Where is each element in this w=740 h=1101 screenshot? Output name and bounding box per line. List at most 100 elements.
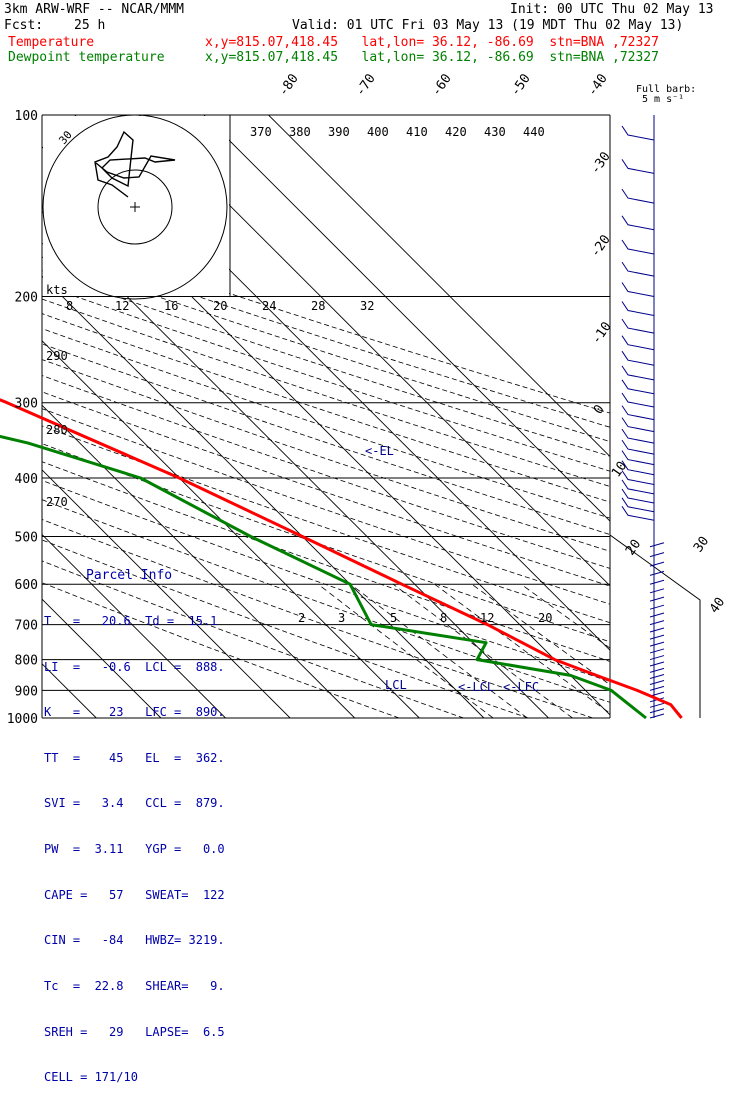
dry-adiabat-label: 290 (46, 349, 68, 363)
pressure-label-100: 100 (15, 109, 38, 124)
wind-barb (622, 240, 654, 254)
wind-barb-low (650, 642, 664, 646)
mixing-ratio-line (521, 584, 708, 718)
mixing-ratio-label: 3 (338, 611, 345, 625)
wind-barb (622, 351, 654, 365)
wind-barb (622, 283, 654, 297)
wind-barb-low (650, 709, 664, 713)
mixing-ratio-line (351, 584, 528, 718)
pressure-label-600: 600 (15, 578, 38, 593)
mixing-ratio-label: 20 (538, 611, 552, 625)
wind-barb (622, 159, 654, 173)
wind-barb-low (650, 597, 664, 601)
wind-barb-low (650, 553, 664, 557)
isotherm (139, 115, 740, 718)
lower-right-boundary (610, 535, 700, 718)
wind-barb-low (650, 675, 664, 679)
isotherm (269, 115, 740, 718)
wind-barb (622, 471, 654, 485)
wind-barb-low (650, 635, 664, 639)
isotherm-label: 40 (707, 595, 728, 616)
valid-time: Valid: 01 UTC Fri 03 May 13 (19 MDT Thu … (292, 18, 683, 33)
theta-label: 380 (289, 125, 311, 139)
isotherm-label: 30 (691, 534, 712, 555)
level-marker: <-LCL (458, 680, 494, 694)
wind-barb (622, 406, 654, 420)
pressure-label-300: 300 (15, 397, 38, 412)
wind-barb-low (650, 580, 664, 584)
mixing-ratio-label: 5 (390, 611, 397, 625)
forecast-hours: 25 h (74, 18, 105, 33)
barb-legend-units: 5 m s⁻¹ (642, 95, 684, 105)
isotherm-label: 10 (609, 459, 630, 480)
pressure-label-500: 500 (15, 530, 38, 545)
forecast-label: Fcst: (4, 18, 43, 33)
parcel-row-cape: CAPE = 57 SWEAT= 122 (44, 888, 214, 903)
temperature-location: x,y=815.07,418.45 lat,lon= 36.12, -86.69… (205, 35, 659, 50)
isotherm-label: -80 (276, 71, 302, 99)
wind-barb-low (650, 686, 664, 690)
wind-barbs (622, 115, 664, 718)
hodograph-speed-label: 16 (164, 299, 178, 313)
wind-barb-low (650, 589, 664, 593)
theta-label: 390 (328, 125, 350, 139)
parcel-row-tc: Tc = 22.8 SHEAR= 9. (44, 979, 214, 994)
mixing-ratio-label: 12 (480, 611, 494, 625)
parcel-row-svi: SVI = 3.4 CCL = 879. (44, 796, 214, 811)
isotherm-label: 20 (623, 537, 644, 558)
pressure-label-700: 700 (15, 619, 38, 634)
wind-barb-low (650, 714, 664, 718)
parcel-row-cell: CELL = 171/10 (44, 1070, 214, 1085)
theta-label: 400 (367, 125, 389, 139)
isotherm-label: 0 (591, 402, 608, 417)
wind-barb-low (650, 628, 664, 632)
init-time: Init: 00 UTC Thu 02 May 13 (510, 2, 714, 17)
dry-adiabat-label: 280 (46, 423, 68, 437)
temperature-legend: Temperature (8, 35, 94, 50)
pressure-label-800: 800 (15, 654, 38, 669)
wind-barb-low (650, 668, 664, 672)
isotherm-label: -40 (585, 71, 611, 99)
wind-barb (622, 480, 654, 494)
wind-barb-low (650, 649, 664, 653)
isotherm-label: -10 (589, 319, 615, 347)
hodograph-speed-label: 8 (66, 299, 73, 313)
mixing-ratio-line (435, 584, 617, 718)
parcel-row-pw: PW = 3.11 YGP = 0.0 (44, 842, 214, 857)
hodograph-speed-label: 28 (311, 299, 325, 313)
wind-barb-low (650, 703, 664, 707)
dry-adiabat-label: 270 (46, 495, 68, 509)
wind-barb-low (650, 605, 664, 609)
hodograph-speed-label: 32 (360, 299, 374, 313)
wind-barb (622, 319, 654, 333)
wind-barb (622, 418, 654, 432)
wind-barb (622, 380, 654, 394)
dewpoint-location: x,y=815.07,418.45 lat,lon= 36.12, -86.69… (205, 50, 659, 65)
wind-barb-low (650, 656, 664, 660)
theta-label: 410 (406, 125, 428, 139)
wind-barb (622, 126, 654, 140)
dewpoint-legend: Dewpoint temperature (8, 50, 165, 65)
parcel-row-cin: CIN = -84 HWBZ= 3219. (44, 933, 214, 948)
wind-barb (622, 262, 654, 276)
model-title: 3km ARW-WRF -- NCAR/MMM (4, 2, 184, 17)
mixing-ratio-label: 2 (298, 611, 305, 625)
theta-label: 420 (445, 125, 467, 139)
hodograph-units: kts (46, 283, 68, 297)
hodograph-speed-label: 24 (262, 299, 276, 313)
isotherm-label: -70 (353, 71, 379, 99)
theta-label: 440 (523, 125, 545, 139)
wind-barb (622, 216, 654, 230)
theta-label: 430 (484, 125, 506, 139)
wind-barb (622, 366, 654, 380)
isotherm-label: -60 (429, 71, 455, 99)
pressure-label-400: 400 (15, 472, 38, 487)
wind-barb-low (650, 621, 664, 625)
wind-barb (622, 189, 654, 203)
theta-label: 370 (250, 125, 272, 139)
mixing-ratio-label: 8 (440, 611, 447, 625)
wind-barb (622, 336, 654, 350)
level-marker: <-LFC (503, 680, 539, 694)
hodograph-speed-label: 20 (213, 299, 227, 313)
